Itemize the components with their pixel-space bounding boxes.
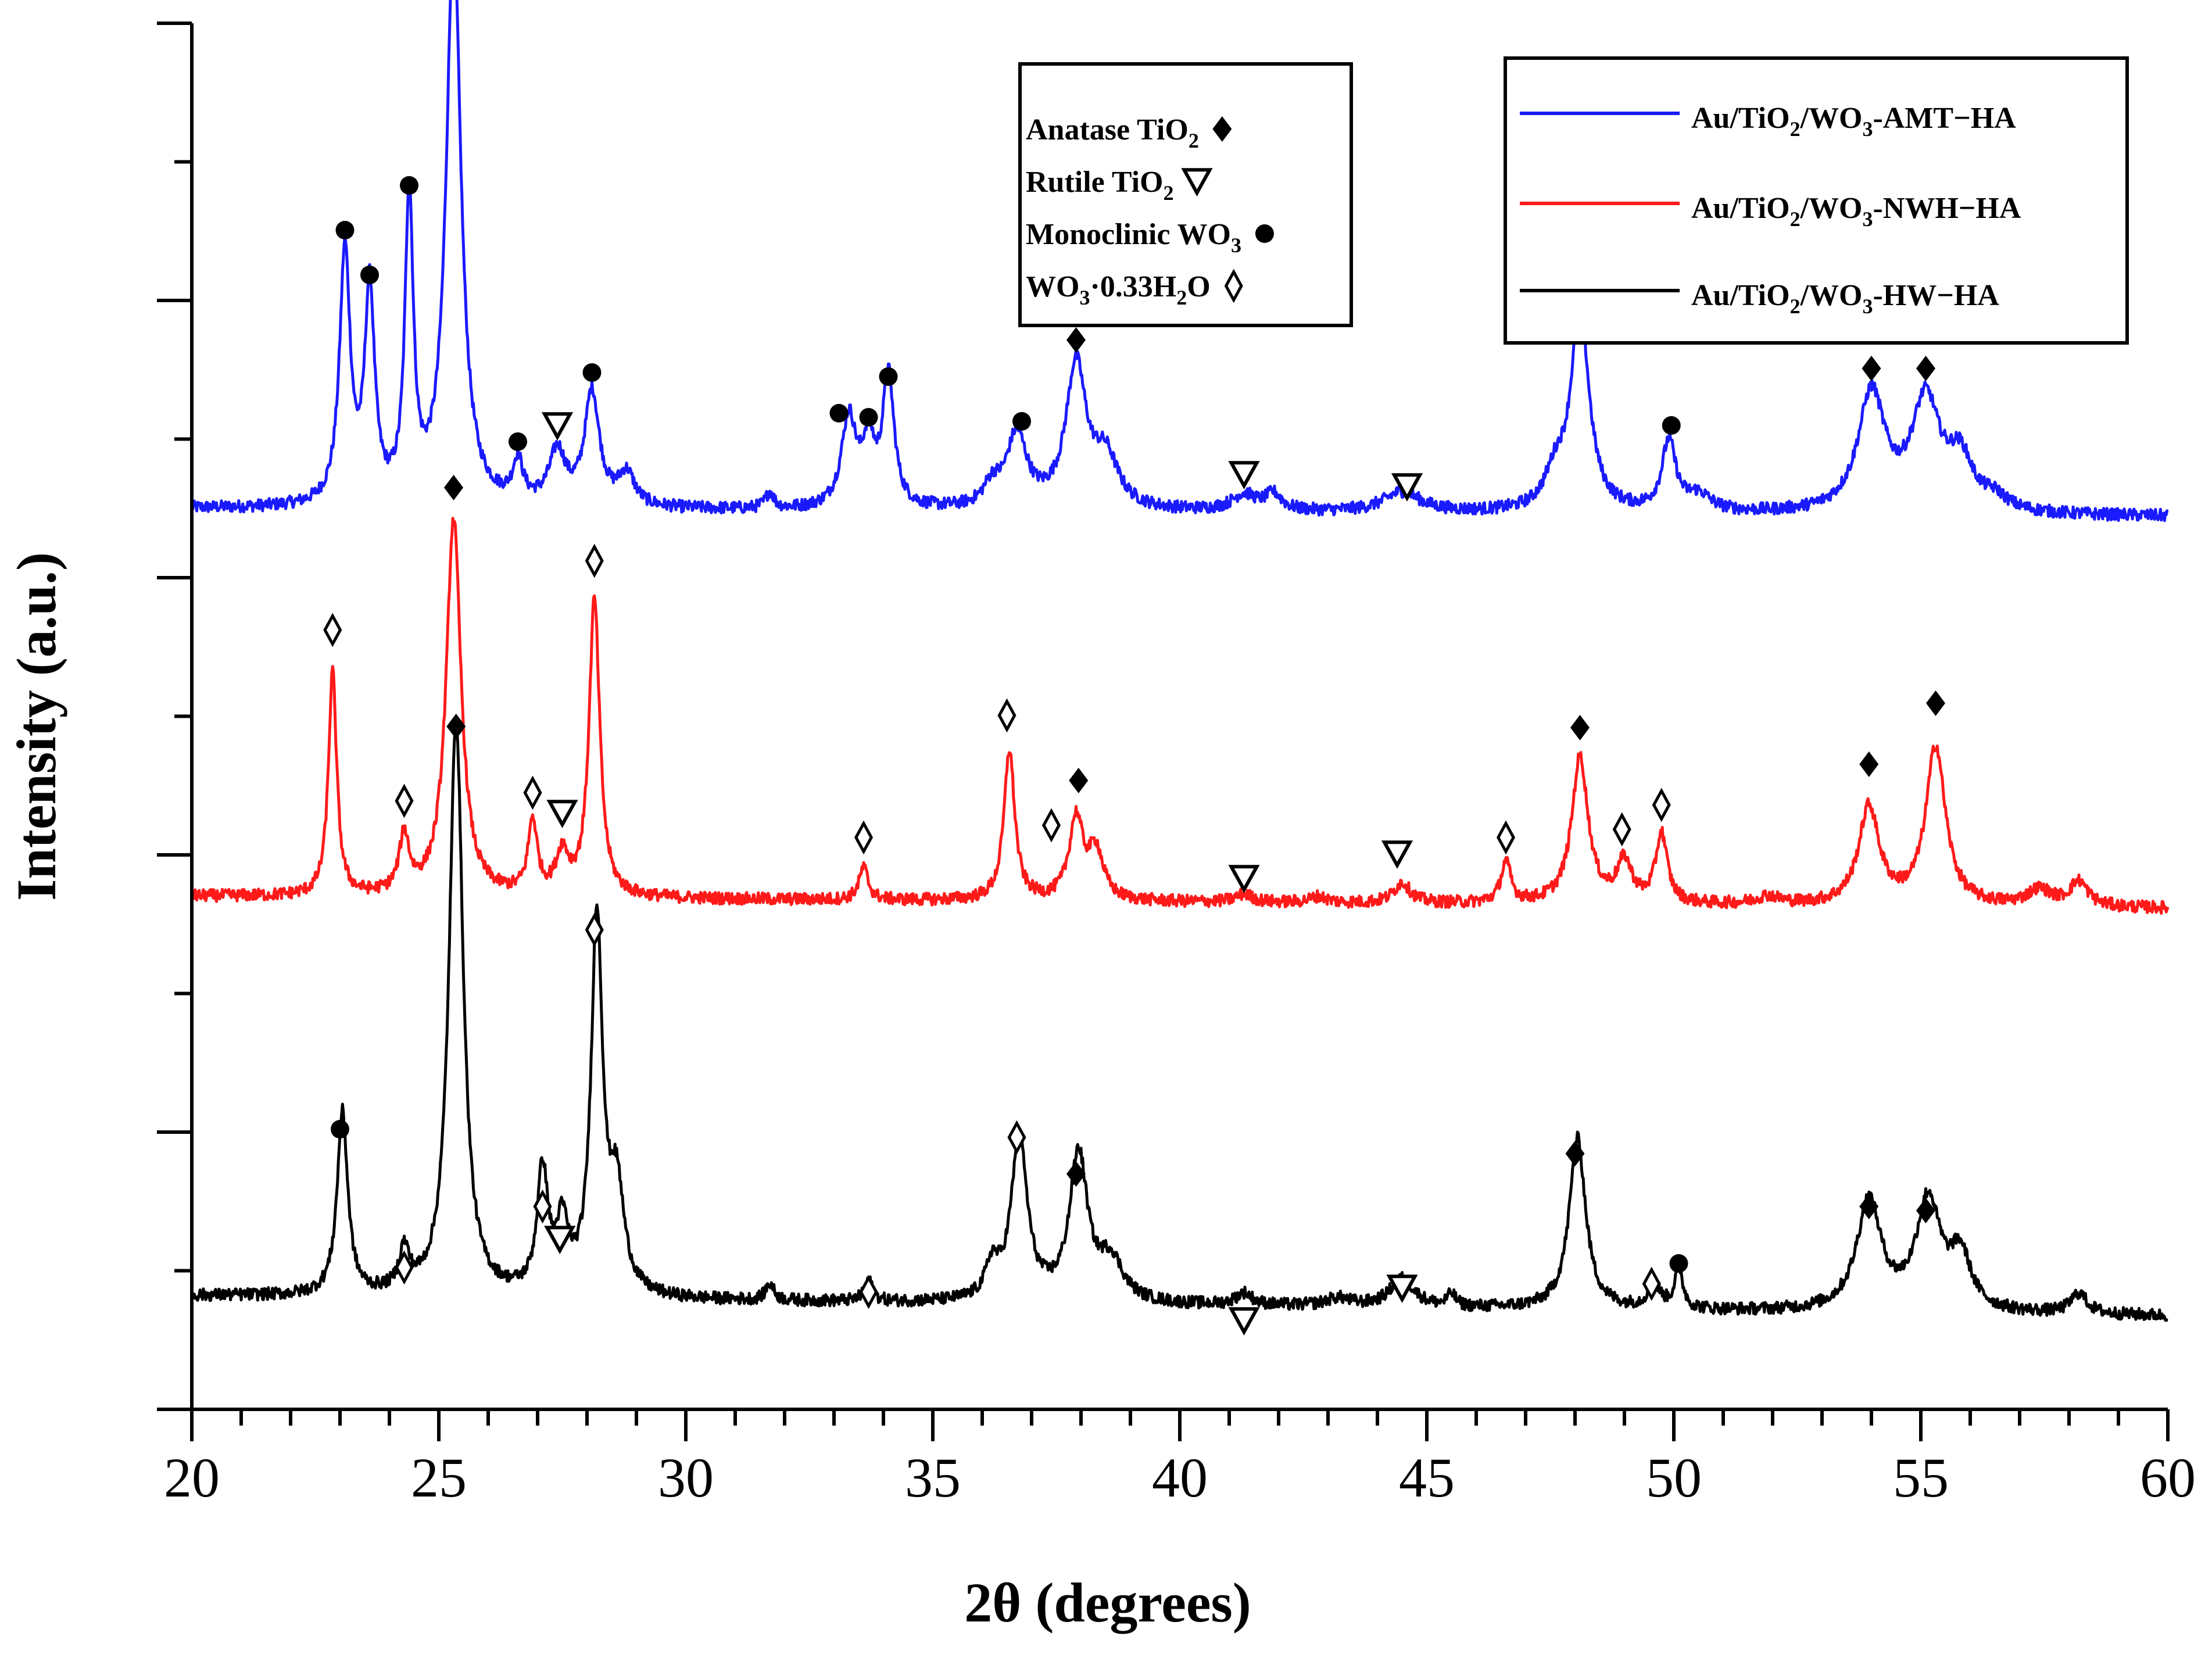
marker-open-diamond-19 [323,613,342,647]
phase-markers [323,176,1945,1336]
marker-open-triangle-12 [1228,461,1260,489]
marker-open-diamond-25 [997,698,1016,733]
marker-filled-circle-37 [331,1120,349,1139]
marker-filled-circle-2 [360,266,379,284]
marker-open-diamond-48 [1642,1266,1661,1301]
phase-legend-label-2: Monoclinic WO3 [1026,218,1241,257]
x-tick-label-55: 55 [1893,1447,1949,1509]
marker-open-triangle-29 [1381,840,1413,869]
marker-open-diamond-41 [585,912,604,947]
marker-open-triangle-45 [1228,1307,1260,1336]
marker-filled-circle-15 [1662,416,1681,435]
marker-filled-circle-6 [582,363,602,382]
x-tick-label-25: 25 [411,1447,467,1509]
marker-open-triangle-46 [1386,1274,1418,1303]
marker-filled-diamond-27 [1069,768,1089,793]
marker-filled-circle-9 [879,367,898,386]
phase-legend-marker-3 [1224,268,1243,303]
y-axis-title: Intensity (a.u.) [5,552,67,901]
marker-open-diamond-24 [854,820,874,855]
marker-open-diamond-33 [1652,787,1671,822]
marker-open-diamond-42 [859,1274,878,1309]
x-axis-title: 2θ (degrees) [964,1571,1251,1634]
marker-filled-diamond-50 [1859,1194,1879,1219]
phase-legend-label-3: WO3·0.33H2O [1026,270,1211,309]
trace-2 [190,718,2169,1322]
marker-open-diamond-32 [1612,812,1631,847]
phase-legend-marker-0 [1212,116,1232,142]
marker-filled-diamond-31 [1570,715,1590,740]
x-tick-label-50: 50 [1646,1447,1702,1509]
marker-filled-circle-49 [1669,1254,1688,1273]
legend-label-1: Au/TiO2/WO3-NWH−HA [1691,192,2021,231]
marker-filled-circle-3 [400,176,418,195]
marker-open-diamond-20 [395,783,414,818]
marker-filled-diamond-44 [1066,1161,1086,1187]
phase-legend-marker-1 [1181,168,1213,196]
x-tick-labels: 20 25 30 35 40 45 50 55 60 [164,1447,2196,1509]
marker-open-diamond-43 [1007,1120,1026,1155]
x-tick-label-35: 35 [905,1447,961,1509]
marker-filled-circle-8 [859,408,878,427]
marker-filled-diamond-35 [1926,690,1945,716]
marker-filled-diamond-18 [444,475,463,500]
trace-1 [191,517,2170,915]
phase-legend-marker-2 [1255,224,1274,243]
marker-filled-diamond-11 [1066,327,1086,353]
marker-open-diamond-21 [523,775,542,810]
marker-open-triangle-28 [1228,865,1260,893]
marker-filled-diamond-16 [1862,356,1881,381]
marker-open-triangle-5 [541,412,574,441]
phase-legend: Anatase TiO2 Rutile TiO2 Monoclinic WO3 WO3… [1018,62,1353,327]
series-traces [190,0,2170,1322]
marker-filled-diamond-36 [446,714,466,739]
marker-open-triangle-40 [544,1226,576,1254]
x-tick-label-40: 40 [1152,1447,1208,1509]
marker-filled-circle-7 [829,404,849,423]
x-tick-label-20: 20 [164,1447,220,1509]
marker-filled-diamond-51 [1916,1198,1935,1223]
plot-axes [157,22,2170,1441]
marker-open-triangle-22 [546,800,578,828]
marker-open-diamond-26 [1041,808,1061,843]
x-tick-label-45: 45 [1399,1447,1455,1509]
legend-label-0: Au/TiO2/WO3-AMT−HA [1691,102,2016,141]
trace-0 [190,0,2169,522]
marker-filled-circle-1 [335,221,355,239]
x-tick-label-60: 60 [2140,1447,2196,1509]
marker-open-diamond-23 [585,543,604,578]
phase-legend-label-1: Rutile TiO2 [1026,166,1173,205]
series-legend: Au/TiO2/WO3-AMT−HA Au/TiO2/WO3-NWH−HA Au/T… [1504,56,2129,345]
marker-open-triangle-13 [1391,473,1423,502]
marker-filled-diamond-17 [1916,356,1935,381]
marker-open-diamond-38 [395,1250,414,1285]
legend-label-2: Au/TiO2/WO3-HW−HA [1691,279,1999,318]
x-tick-label-30: 30 [658,1447,714,1509]
phase-legend-label-0: Anatase TiO2 [1026,113,1199,152]
marker-open-diamond-30 [1496,820,1516,855]
marker-filled-diamond-47 [1565,1141,1585,1166]
marker-filled-circle-4 [509,432,527,451]
marker-open-diamond-39 [533,1189,552,1224]
marker-filled-circle-10 [1012,412,1031,431]
marker-filled-diamond-34 [1859,751,1879,777]
